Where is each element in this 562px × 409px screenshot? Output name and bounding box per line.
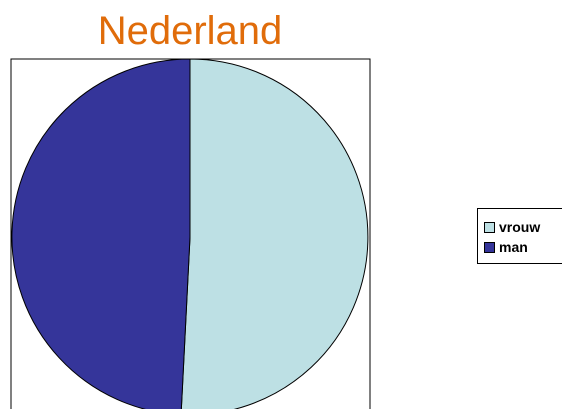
pie-slice-man [11, 58, 191, 409]
legend-swatch-man [484, 241, 495, 253]
legend-label-vrouw: vrouw [499, 219, 541, 235]
chart-title: Nederland [97, 9, 283, 53]
legend-item: vrouw [484, 217, 562, 237]
legend-swatch-vrouw [484, 221, 495, 233]
legend: vrouw man [477, 208, 562, 264]
legend-item: man [484, 237, 562, 257]
legend-label-man: man [499, 239, 528, 255]
pie-slice-vrouw [180, 58, 369, 409]
pie-slices [11, 58, 369, 409]
